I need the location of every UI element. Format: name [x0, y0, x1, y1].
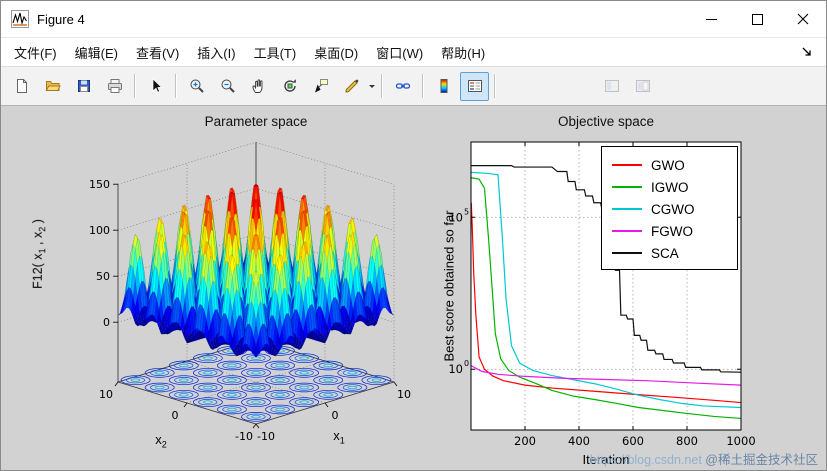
menu-item-window[interactable]: 窗口(W)	[376, 45, 424, 61]
toolbar-separator	[381, 74, 383, 98]
edit-plot-button[interactable]	[141, 72, 170, 101]
watermark-community-text: @稀土掘金技术社区	[705, 453, 818, 467]
legend-line-sample	[612, 186, 642, 188]
rotate-3d-icon	[283, 79, 296, 92]
parameter-space-canvas[interactable]	[9, 134, 454, 470]
parameter-space-title: Parameter space	[204, 114, 308, 129]
legend[interactable]: GWO IGWO CGWO FGWO SCA	[601, 146, 738, 270]
z-axis-label: F12( x1 , x2 )	[30, 219, 48, 289]
show-plot-tools-dock-button[interactable]	[628, 72, 657, 101]
printer-icon	[107, 79, 122, 93]
legend-entry-fgwo: FGWO	[612, 220, 729, 242]
menu-item-help[interactable]: 帮助(H)	[441, 45, 486, 61]
menu-item-insert[interactable]: 插入(I)	[197, 45, 236, 61]
data-cursor-button[interactable]	[306, 72, 335, 101]
toolbar-separator	[175, 74, 177, 98]
legend-label: GWO	[651, 157, 685, 173]
x-axis-label: Iteration	[582, 452, 630, 467]
colorbar-icon	[440, 79, 447, 93]
menu-bar: 文件(F) 编辑(E) 查看(V) 插入(I) 工具(T) 桌面(D) 窗口(W) 帮助(H)	[1, 37, 826, 66]
zoom-in-button[interactable]	[182, 72, 211, 101]
matlab-figure-icon	[11, 10, 29, 28]
legend-line-sample	[612, 230, 642, 232]
brush-icon	[344, 79, 359, 93]
legend-entry-sca: SCA	[612, 242, 729, 264]
menubar-items: 文件(F) 编辑(E) 查看(V) 插入(I) 工具(T) 桌面(D) 窗口(W) 帮助(H)	[5, 39, 494, 66]
new-figure-button[interactable]	[7, 72, 36, 101]
legend-entry-cgwo: CGWO	[612, 198, 729, 220]
figure-toolbar	[1, 66, 826, 106]
legend-label: FGWO	[651, 223, 693, 239]
close-button[interactable]	[780, 1, 826, 37]
legend-entry-igwo: IGWO	[612, 176, 729, 198]
toolbar-separator	[422, 74, 424, 98]
hide-plot-tools-button[interactable]	[597, 72, 626, 101]
hide-plot-tools-icon	[604, 80, 619, 92]
insert-colorbar-button[interactable]	[429, 72, 458, 101]
menubar-overflow-icon[interactable]	[800, 45, 814, 59]
objective-space-plot: Objective space Best score obtained so f…	[441, 112, 823, 470]
legend-entry-gwo: GWO	[612, 154, 729, 176]
pan-hand-icon	[251, 79, 262, 93]
print-figure-button[interactable]	[100, 72, 129, 101]
watermark-url-text: https://blog.csdn.net	[589, 453, 702, 467]
title-bar[interactable]: Figure 4	[1, 1, 826, 37]
minimize-icon	[705, 18, 717, 20]
legend-line-sample	[612, 252, 642, 254]
menu-item-file[interactable]: 文件(F)	[14, 45, 57, 61]
chevron-down-icon	[369, 85, 375, 88]
maximize-button[interactable]	[734, 1, 780, 37]
new-document-icon	[16, 79, 27, 93]
brush-data-button[interactable]	[337, 72, 366, 101]
rotate-3d-button[interactable]	[275, 72, 304, 101]
legend-label: CGWO	[651, 201, 695, 217]
toolbar-separator	[134, 74, 136, 98]
menu-item-edit[interactable]: 编辑(E)	[74, 45, 118, 61]
open-file-button[interactable]	[38, 72, 67, 101]
x1-axis-label: x1	[333, 428, 345, 446]
x2-axis-label: x2	[155, 432, 167, 450]
menu-item-view[interactable]: 查看(V)	[135, 45, 180, 61]
close-icon	[797, 13, 809, 25]
legend-label: SCA	[651, 245, 679, 261]
legend-line-sample	[612, 208, 642, 210]
legend-icon	[467, 80, 482, 92]
zoom-in-icon	[190, 79, 204, 93]
menu-item-desktop[interactable]: 桌面(D)	[314, 45, 359, 61]
menu-item-tools[interactable]: 工具(T)	[253, 45, 297, 61]
window-controls	[688, 1, 826, 37]
dock-figure-icon	[635, 80, 650, 92]
window-title: Figure 4	[37, 11, 85, 27]
link-chain-icon	[395, 83, 410, 89]
save-floppy-icon	[77, 80, 90, 92]
save-figure-button[interactable]	[69, 72, 98, 101]
toolbar-separator	[494, 74, 496, 98]
watermark: https://blog.csdn.net @稀土掘金技术社区	[590, 449, 818, 468]
arrow-cursor-icon	[152, 78, 162, 93]
insert-legend-button[interactable]	[460, 71, 489, 101]
legend-line-sample	[612, 164, 642, 166]
maximize-icon	[751, 13, 763, 25]
link-plot-button[interactable]	[388, 72, 417, 101]
pan-button[interactable]	[244, 72, 273, 101]
legend-label: IGWO	[651, 179, 689, 195]
zoom-out-icon	[221, 79, 235, 93]
brush-dropdown-button[interactable]	[367, 73, 377, 100]
y-axis-label: Best score obtained so far	[441, 210, 457, 362]
data-cursor-icon	[314, 79, 328, 93]
minimize-button[interactable]	[688, 1, 734, 37]
parameter-space-plot: Parameter space F12( x1 , x2 ) x1 x2	[9, 112, 454, 470]
objective-space-title: Objective space	[557, 114, 655, 129]
zoom-out-button[interactable]	[213, 72, 242, 101]
open-folder-icon	[45, 81, 61, 91]
figure-area: Parameter space F12( x1 , x2 ) x1 x2 Obj…	[1, 106, 826, 470]
